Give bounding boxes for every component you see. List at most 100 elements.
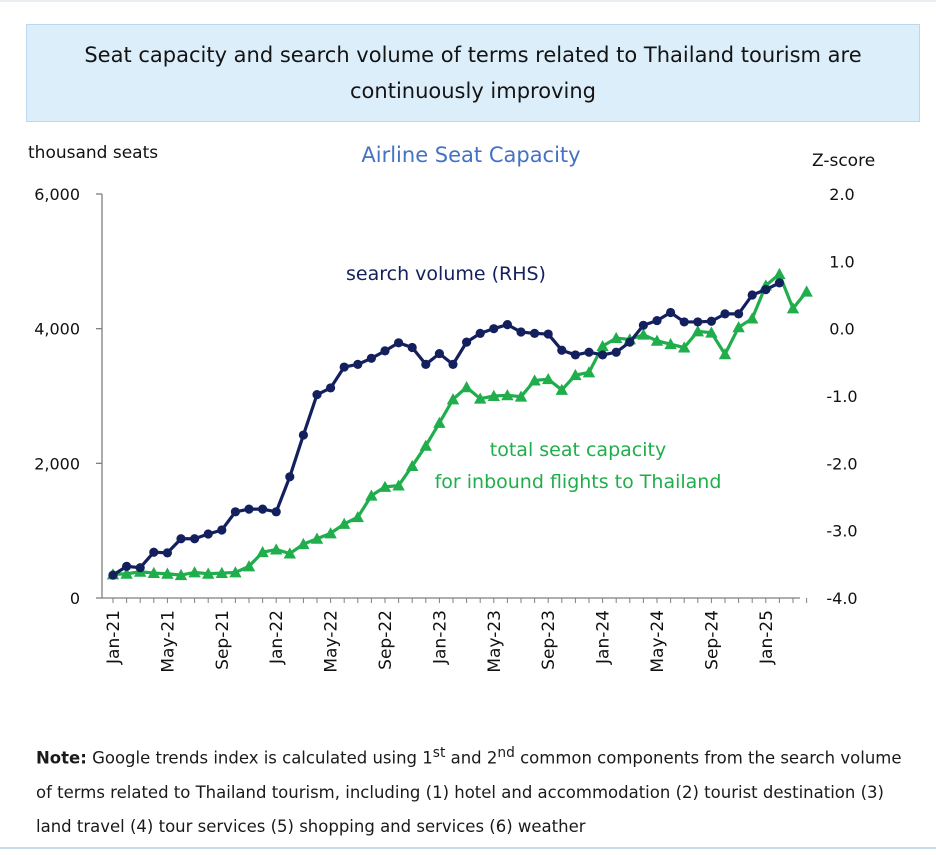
seat-capacity-point bbox=[705, 326, 718, 338]
search-volume-point bbox=[570, 350, 581, 360]
seat-capacity-point bbox=[147, 566, 160, 579]
x-tick-label: Jan-22 bbox=[267, 610, 287, 665]
search-volume-point bbox=[679, 317, 689, 327]
seat-capacity-point bbox=[718, 348, 732, 360]
x-tick-label: Jan-24 bbox=[594, 610, 614, 665]
search-volume-point bbox=[734, 309, 744, 319]
y-left-tick-label: 0 bbox=[70, 589, 80, 608]
seat-capacity-point bbox=[555, 383, 568, 395]
seat-capacity-point bbox=[501, 389, 514, 401]
search-volume-point bbox=[625, 337, 635, 347]
search-volume-point bbox=[380, 346, 390, 356]
x-tick-label: Sep-23 bbox=[539, 610, 559, 670]
search-volume-point bbox=[584, 347, 594, 357]
search-volume-point bbox=[434, 348, 444, 359]
note-sup-2: nd bbox=[497, 745, 515, 761]
seat-capacity-point bbox=[310, 532, 324, 544]
seat-capacity-point bbox=[270, 543, 283, 555]
seat-capacity-point bbox=[365, 489, 378, 501]
y-left-axis-title: thousand seats bbox=[28, 143, 158, 163]
x-tick-label: May-24 bbox=[648, 610, 668, 673]
note-text-3: common components from the search volume… bbox=[36, 748, 902, 836]
seat-capacity-point bbox=[297, 537, 310, 550]
y-right-tick-label: -3.0 bbox=[826, 522, 857, 541]
seat-capacity-point bbox=[637, 328, 650, 340]
search-volume-point bbox=[421, 359, 431, 369]
y-right-tick-label: -2.0 bbox=[826, 454, 857, 473]
title-box: Seat capacity and search volume of terms… bbox=[26, 24, 920, 122]
search-volume-point bbox=[271, 507, 281, 517]
search-volume-point bbox=[706, 316, 717, 326]
seat-capacity-point bbox=[174, 568, 188, 581]
search-volume-point bbox=[774, 278, 785, 288]
search-volume-point bbox=[611, 347, 621, 357]
y-right-tick-label: -4.0 bbox=[826, 589, 857, 608]
chart-title: Airline Seat Capacity bbox=[361, 143, 580, 167]
search-volume-point bbox=[353, 359, 363, 369]
seat-capacity-point bbox=[746, 312, 759, 324]
x-tick-label: Jan-25 bbox=[757, 610, 777, 665]
y-left-tick-label: 2,000 bbox=[34, 454, 80, 473]
search-volume-point bbox=[502, 320, 512, 330]
seat-capacity-point bbox=[786, 302, 800, 314]
bottom-rule bbox=[0, 847, 936, 849]
seat-capacity-point bbox=[378, 480, 392, 492]
search-volume-point bbox=[666, 307, 676, 318]
search-volume-point bbox=[339, 362, 349, 372]
seat-capacity-point bbox=[283, 547, 296, 559]
seat-capacity-point bbox=[773, 267, 786, 280]
search-volume-point bbox=[162, 548, 172, 558]
search-volume-point bbox=[326, 383, 336, 393]
x-tick-label: Sep-22 bbox=[376, 610, 396, 670]
seat-capacity-point bbox=[446, 393, 460, 405]
x-tick-label: May-23 bbox=[485, 610, 505, 673]
seat-capacity-point bbox=[596, 339, 609, 352]
y-left-tick-label: 4,000 bbox=[34, 320, 80, 339]
seat-capacity-point bbox=[460, 381, 473, 393]
search-volume-point bbox=[598, 350, 608, 360]
seat-capacity-point bbox=[542, 372, 555, 385]
seat-capacity-point bbox=[528, 374, 541, 386]
search-volume-point bbox=[366, 353, 376, 363]
note-text-2: and 2 bbox=[445, 748, 498, 768]
seat-capacity-point bbox=[474, 392, 487, 404]
seat-capacity-point bbox=[569, 368, 582, 381]
seat-capacity-point bbox=[202, 567, 215, 579]
search-volume-point bbox=[557, 345, 567, 355]
seat-capacity-point bbox=[582, 366, 596, 378]
search-volume-point bbox=[203, 529, 213, 539]
y-right-tick-label: 1.0 bbox=[829, 252, 854, 271]
search-volume-point bbox=[543, 329, 553, 339]
search-volume-point bbox=[462, 337, 472, 347]
seat-capacity-point bbox=[800, 285, 813, 297]
search-volume-point bbox=[448, 359, 458, 369]
note-sup-1: st bbox=[432, 745, 446, 761]
seat-capacity-point bbox=[487, 389, 500, 401]
y-right-axis-title: Z-score bbox=[812, 151, 875, 171]
search-volume-point bbox=[720, 309, 730, 319]
search-volume-point bbox=[298, 430, 308, 440]
search-volume-point bbox=[285, 472, 295, 482]
search-volume-point bbox=[489, 324, 499, 334]
x-tick-label: Sep-24 bbox=[702, 610, 722, 670]
series-line-seat-capacity bbox=[112, 272, 808, 577]
y-left-tick-label: 6,000 bbox=[34, 185, 80, 204]
search-volume-point bbox=[230, 507, 240, 517]
note-text-1: Google trends index is calculated using … bbox=[86, 748, 433, 768]
seat-capacity-point bbox=[392, 479, 405, 491]
search-volume-point bbox=[394, 338, 404, 348]
x-tick-label: Jan-23 bbox=[430, 610, 450, 665]
seat-capacity-point bbox=[256, 546, 269, 558]
search-volume-point bbox=[312, 390, 322, 400]
search-volume-point bbox=[108, 570, 118, 580]
y-right-tick-label: 2.0 bbox=[829, 185, 854, 204]
search-volume-point bbox=[652, 315, 662, 326]
seat-capacity-point bbox=[406, 459, 419, 471]
x-tick-label: May-22 bbox=[322, 610, 342, 673]
search-volume-point bbox=[258, 504, 268, 514]
seat-capacity-point bbox=[732, 321, 745, 333]
search-volume-point bbox=[638, 320, 649, 330]
seat-capacity-point bbox=[324, 527, 337, 539]
series-label-search-volume: search volume (RHS) bbox=[346, 263, 546, 285]
search-volume-point bbox=[122, 561, 132, 571]
